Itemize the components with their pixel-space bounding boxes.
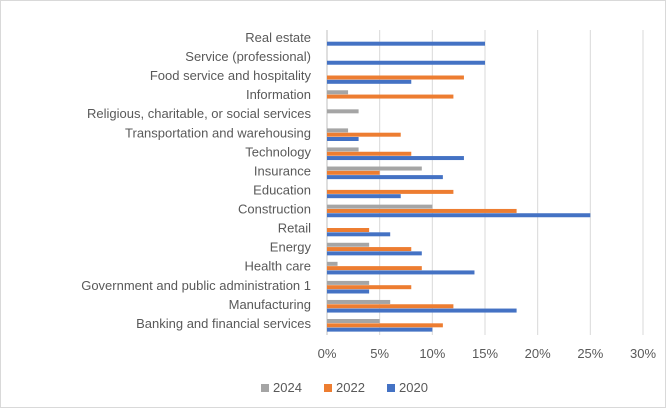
bar-2024-4 [327,109,359,114]
legend: 2024 2022 2020 [261,380,428,395]
category-label: Retail [278,221,311,236]
category-label: Banking and financial services [136,316,311,331]
category-label: Education [253,182,311,197]
x-tick-label: 5% [370,346,389,361]
bar-2020-5 [327,136,359,141]
bar-2024-6 [327,147,359,152]
bar-2020-10 [327,232,391,237]
bars [327,41,591,332]
bar-2022-6 [327,151,412,156]
category-label: Service (professional) [185,49,311,64]
bar-2024-9 [327,204,433,209]
bar-2024-13 [327,280,370,285]
bar-2022-8 [327,189,454,194]
category-label: Technology [245,144,311,159]
x-tick-label: 15% [472,346,498,361]
bar-2022-2 [327,75,464,80]
bar-2020-8 [327,194,401,199]
bar-2020-15 [327,327,433,332]
bar-2020-1 [327,60,485,65]
bar-2020-13 [327,289,370,294]
legend-label-2024: 2024 [273,380,302,395]
category-label: Insurance [254,163,311,178]
legend-label-2022: 2022 [336,380,365,395]
legend-swatch-2020 [387,384,395,392]
bar-2020-2 [327,79,412,84]
bar-2024-14 [327,299,391,304]
bar-2022-15 [327,323,443,328]
bar-2020-6 [327,156,464,161]
bar-2022-10 [327,228,370,233]
bar-2022-7 [327,170,380,175]
category-label: Health care [245,259,311,274]
category-label: Manufacturing [229,297,311,312]
bar-2022-13 [327,285,412,290]
category-label: Energy [270,240,312,255]
category-label: Food service and hospitality [150,68,312,83]
category-label: Religious, charitable, or social service… [87,106,311,121]
x-tick-label: 10% [419,346,445,361]
bar-2020-7 [327,175,443,180]
x-tick-label: 25% [577,346,603,361]
category-label: Information [246,87,311,102]
bar-2022-12 [327,266,422,271]
category-label: Transportation and warehousing [125,125,311,140]
legend-swatch-2024 [261,384,269,392]
bar-2024-3 [327,90,349,95]
bar-2020-14 [327,308,517,313]
bar-2024-5 [327,128,349,133]
legend-label-2020: 2020 [399,380,428,395]
bar-2022-9 [327,208,517,213]
bar-2022-3 [327,94,454,99]
bar-2024-7 [327,166,422,171]
bar-2022-5 [327,132,401,137]
bar-2022-11 [327,247,412,252]
bar-2020-9 [327,213,591,218]
bar-2020-12 [327,270,475,275]
category-labels: Real estate Service (professional) Food se… [81,30,311,331]
x-tick-label: 20% [525,346,551,361]
bar-2024-12 [327,261,338,266]
x-tick-label: 30% [630,346,656,361]
bar-2022-14 [327,304,454,309]
category-label: Real estate [245,30,311,45]
bar-2024-11 [327,242,370,247]
category-label: Government and public administration 1 [81,278,311,293]
bar-2020-0 [327,41,485,46]
x-tick-label: 0% [318,346,337,361]
x-axis-tick-labels: 0% 5% 10% 15% 20% 25% 30% [318,346,657,361]
legend-swatch-2022 [324,384,332,392]
bar-2020-11 [327,251,422,256]
category-label: Construction [238,202,311,217]
bar-2024-15 [327,319,380,324]
